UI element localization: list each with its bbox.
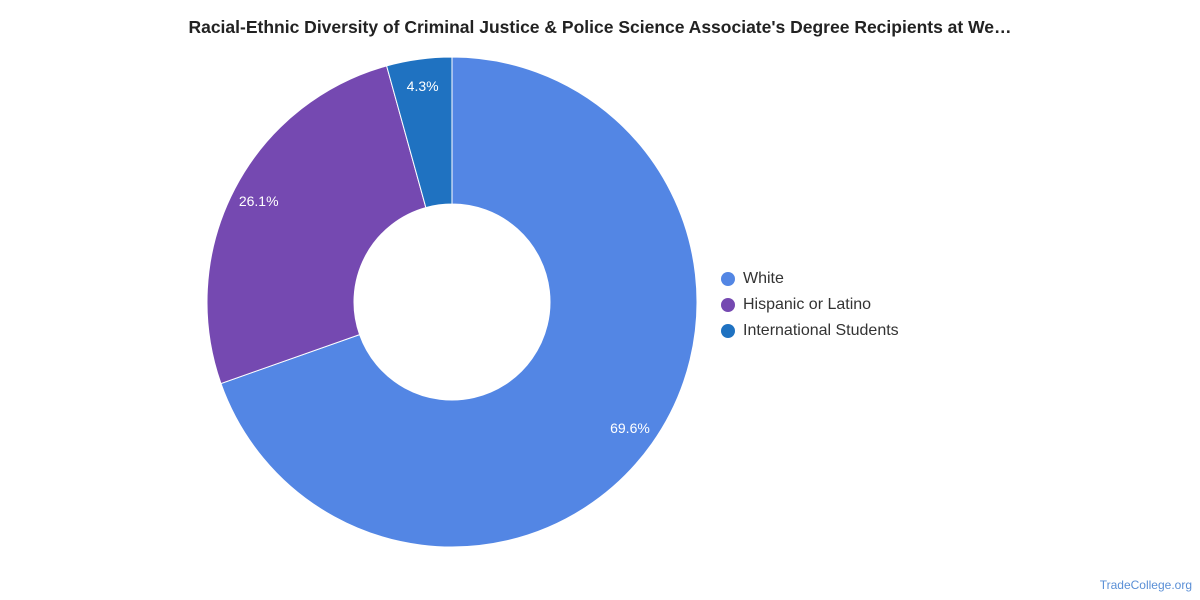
legend-item-white[interactable]: White bbox=[721, 266, 899, 292]
donut-slice-white[interactable] bbox=[220, 56, 698, 548]
source-watermark[interactable]: TradeCollege.org bbox=[1099, 578, 1192, 592]
legend-item-international-students[interactable]: International Students bbox=[721, 318, 899, 344]
legend-item-hispanic-or-latino[interactable]: Hispanic or Latino bbox=[721, 292, 899, 318]
chart-legend: White Hispanic or Latino International S… bbox=[721, 266, 899, 344]
slice-value-label: 26.1% bbox=[239, 193, 279, 209]
donut-slice-labels: 69.6% 26.1% 4.3% bbox=[239, 78, 650, 436]
legend-swatch bbox=[721, 324, 735, 338]
legend-label: International Students bbox=[743, 322, 899, 339]
slice-value-label: 69.6% bbox=[610, 420, 650, 436]
chart-title: Racial-Ethnic Diversity of Criminal Just… bbox=[188, 17, 1012, 37]
legend-label: White bbox=[743, 270, 784, 287]
legend-label: Hispanic or Latino bbox=[743, 296, 872, 313]
donut-slices bbox=[206, 56, 698, 548]
legend-swatch bbox=[721, 298, 735, 312]
legend-swatch bbox=[721, 272, 735, 286]
slice-value-label: 4.3% bbox=[407, 78, 439, 94]
donut-slice-international-students[interactable] bbox=[385, 56, 453, 209]
donut-slice-hispanic-or-latino[interactable] bbox=[206, 65, 427, 385]
